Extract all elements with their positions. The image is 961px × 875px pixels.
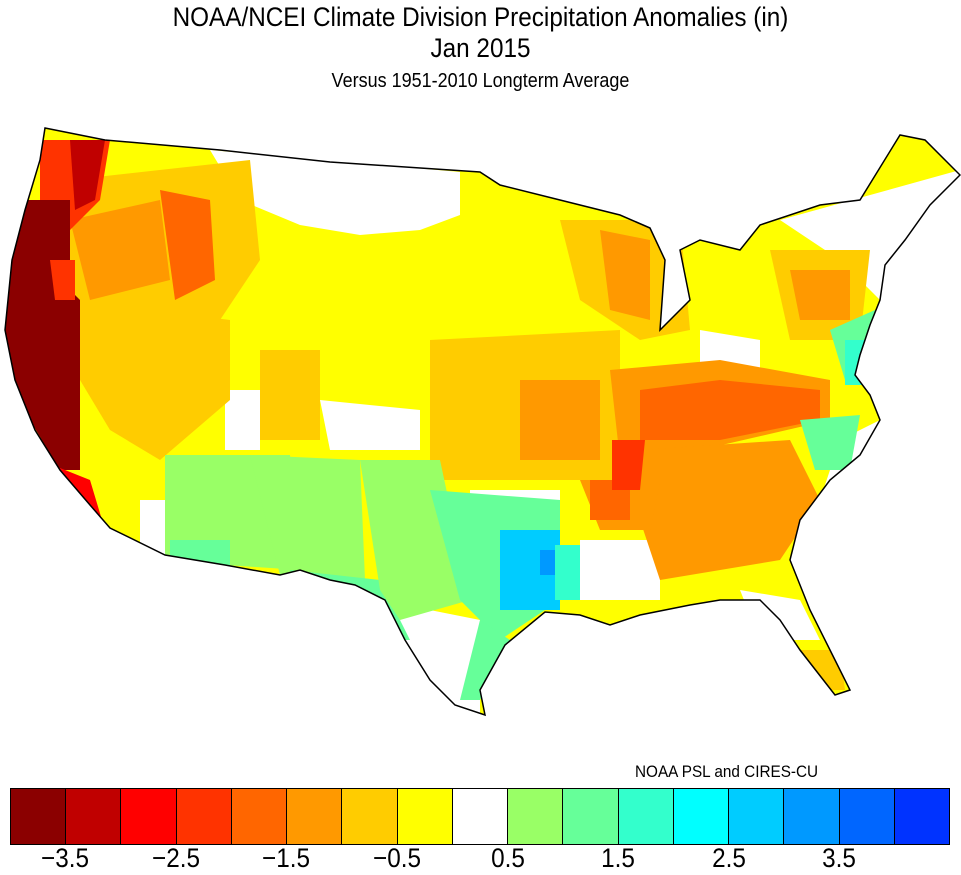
legend-color-box	[618, 789, 674, 844]
legend-color-box	[784, 789, 840, 844]
legend-tick-label: 3.5	[822, 843, 857, 873]
legend-tick-label: 0.5	[490, 843, 525, 873]
legend-tick-label: 1.5	[601, 843, 636, 873]
climate-divisions	[5, 128, 960, 715]
color-legend	[10, 788, 950, 845]
legend-color-box	[397, 789, 453, 844]
us-precipitation-map	[4, 127, 961, 716]
legend-tick-label: −1.5	[262, 843, 311, 873]
legend-tick-label: −3.5	[41, 843, 90, 873]
map-title: NOAA/NCEI Climate Division Precipitation…	[172, 2, 789, 32]
legend-color-box	[894, 789, 949, 844]
legend-color-box	[287, 789, 343, 844]
legend-tick-label: −0.5	[373, 843, 422, 873]
map-subtitle: Versus 1951-2010 Longterm Average	[331, 70, 630, 92]
legend-tick-labels: −3.5 −2.5 −1.5 −0.5 0.5 1.5 2.5 3.5	[10, 843, 950, 875]
legend-color-box	[342, 789, 398, 844]
legend-color-box	[121, 789, 177, 844]
legend-color-box	[452, 789, 509, 844]
legend-tick-label: −2.5	[151, 843, 200, 873]
legend-color-box	[66, 789, 122, 844]
legend-tick-label: 2.5	[711, 843, 746, 873]
legend-color-box	[11, 789, 67, 844]
map-period: Jan 2015	[430, 33, 531, 63]
legend-color-box	[508, 789, 564, 844]
credit-text: NOAA PSL and CIRES-CU	[635, 762, 819, 781]
dry-divisions	[70, 160, 870, 690]
legend-color-box	[839, 789, 895, 844]
legend-color-box	[231, 789, 288, 844]
legend-color-box	[563, 789, 619, 844]
legend-color-box	[729, 789, 785, 844]
legend-color-box	[176, 789, 232, 844]
legend-color-box	[673, 789, 730, 844]
